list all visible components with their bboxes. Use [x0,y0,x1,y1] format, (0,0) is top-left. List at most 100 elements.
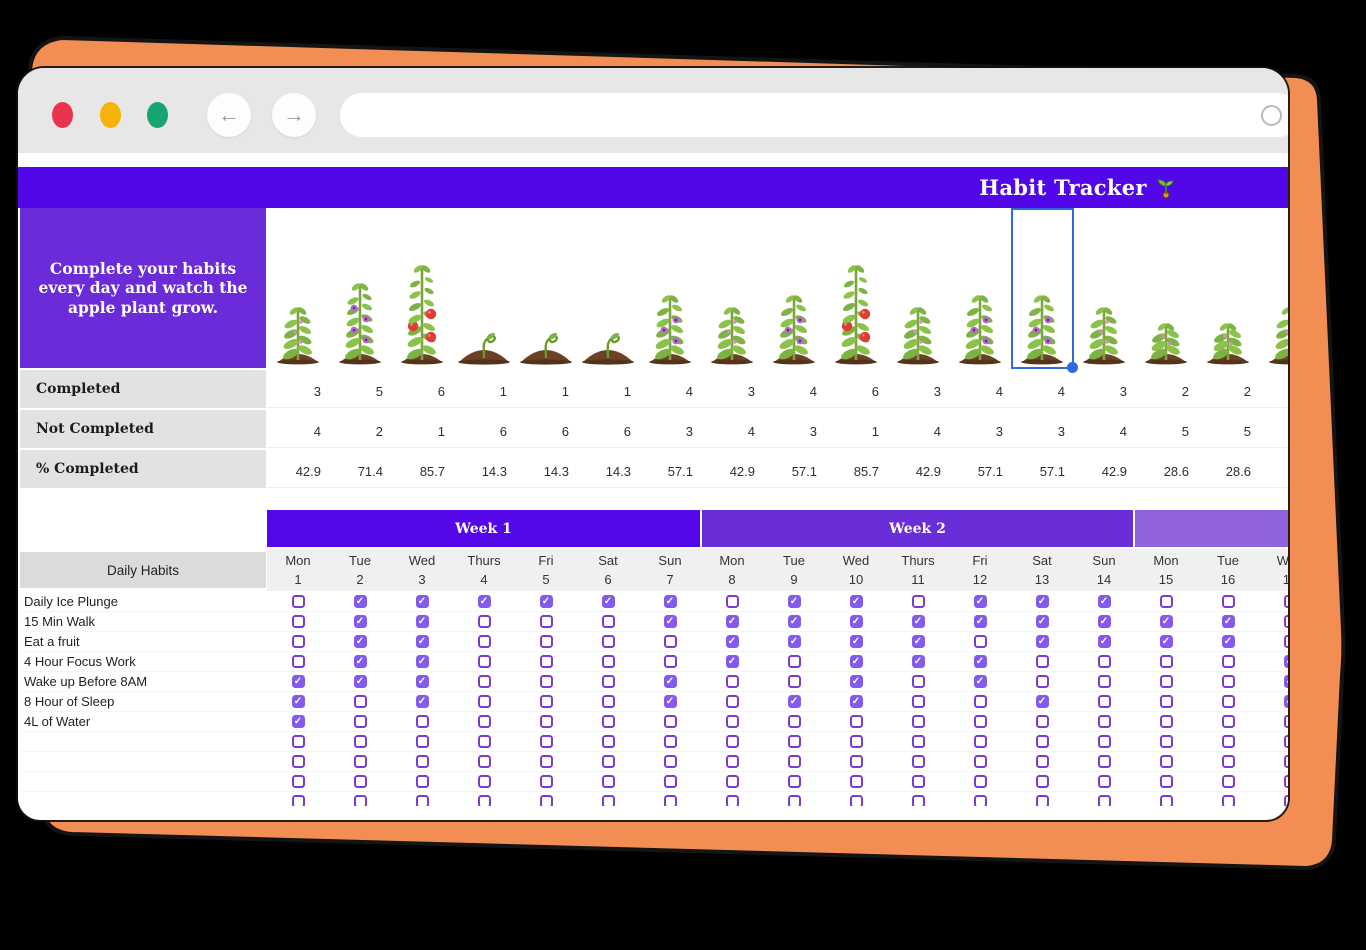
habit-checkbox-r9-d9[interactable] [787,755,801,768]
habit-checkbox-r4-d4[interactable] [477,655,491,668]
habit-checkbox-r8-d10[interactable] [849,735,863,748]
habit-checkbox-r8-d5[interactable] [539,735,553,748]
habit-checkbox-r8-d17[interactable] [1283,735,1288,748]
habit-checkbox-r4-d1[interactable] [291,655,305,668]
habit-checkbox-r6-d3[interactable] [415,695,429,708]
habit-checkbox-r9-d14[interactable] [1097,755,1111,768]
habit-checkbox-r3-d7[interactable] [663,635,677,648]
habit-checkbox-r5-d13[interactable] [1035,675,1049,688]
habit-checkbox-r2-d12[interactable] [973,615,987,628]
habit-checkbox-r4-d17[interactable] [1283,655,1288,668]
address-bar[interactable] [340,93,1288,137]
habit-checkbox-r2-d11[interactable] [911,615,925,628]
habit-checkbox-r11-d10[interactable] [849,795,863,806]
habit-checkbox-r10-d14[interactable] [1097,775,1111,788]
habit-checkbox-r8-d11[interactable] [911,735,925,748]
habit-checkbox-r1-d2[interactable] [353,595,367,608]
habit-checkbox-r3-d10[interactable] [849,635,863,648]
habit-checkbox-r4-d3[interactable] [415,655,429,668]
plant-cell-day-4[interactable] [453,208,515,370]
habit-checkbox-r8-d8[interactable] [725,735,739,748]
habit-checkbox-r3-d11[interactable] [911,635,925,648]
habit-checkbox-r3-d6[interactable] [601,635,615,648]
habit-checkbox-r5-d4[interactable] [477,675,491,688]
habit-checkbox-r3-d16[interactable] [1221,635,1235,648]
habit-checkbox-r1-d8[interactable] [725,595,739,608]
habit-checkbox-r9-d2[interactable] [353,755,367,768]
habit-checkbox-r1-d7[interactable] [663,595,677,608]
habit-checkbox-r11-d12[interactable] [973,795,987,806]
plant-cell-day-17[interactable] [1259,208,1288,370]
habit-checkbox-r5-d1[interactable] [291,675,305,688]
habit-checkbox-r7-d1[interactable] [291,715,305,728]
habit-checkbox-r1-d5[interactable] [539,595,553,608]
plant-cell-day-5[interactable] [515,208,577,370]
habit-checkbox-r5-d11[interactable] [911,675,925,688]
habit-checkbox-r8-d3[interactable] [415,735,429,748]
habit-checkbox-r6-d14[interactable] [1097,695,1111,708]
habit-checkbox-r9-d4[interactable] [477,755,491,768]
habit-checkbox-r11-d4[interactable] [477,795,491,806]
habit-checkbox-r6-d16[interactable] [1221,695,1235,708]
habit-checkbox-r8-d9[interactable] [787,735,801,748]
habit-checkbox-r5-d5[interactable] [539,675,553,688]
habit-checkbox-r2-d17[interactable] [1283,615,1288,628]
habit-checkbox-r6-d4[interactable] [477,695,491,708]
habit-checkbox-r4-d5[interactable] [539,655,553,668]
habit-checkbox-r9-d6[interactable] [601,755,615,768]
habit-checkbox-r10-d16[interactable] [1221,775,1235,788]
habit-checkbox-r6-d6[interactable] [601,695,615,708]
habit-checkbox-r10-d3[interactable] [415,775,429,788]
habit-checkbox-r11-d9[interactable] [787,795,801,806]
habit-checkbox-r11-d1[interactable] [291,795,305,806]
habit-checkbox-r7-d4[interactable] [477,715,491,728]
plant-cell-day-9[interactable] [763,208,825,370]
habit-checkbox-r2-d7[interactable] [663,615,677,628]
habit-checkbox-r4-d9[interactable] [787,655,801,668]
plant-cell-day-3[interactable] [391,208,453,370]
habit-checkbox-r2-d16[interactable] [1221,615,1235,628]
habit-checkbox-r5-d8[interactable] [725,675,739,688]
habit-checkbox-r1-d17[interactable] [1283,595,1288,608]
habit-checkbox-r10-d6[interactable] [601,775,615,788]
habit-checkbox-r10-d10[interactable] [849,775,863,788]
habit-checkbox-r9-d10[interactable] [849,755,863,768]
habit-checkbox-r1-d1[interactable] [291,595,305,608]
habit-checkbox-r8-d16[interactable] [1221,735,1235,748]
habit-checkbox-r7-d5[interactable] [539,715,553,728]
habit-checkbox-r6-d10[interactable] [849,695,863,708]
habit-checkbox-r2-d4[interactable] [477,615,491,628]
habit-checkbox-r10-d4[interactable] [477,775,491,788]
plant-cell-day-15[interactable] [1135,208,1197,370]
habit-checkbox-r6-d17[interactable] [1283,695,1288,708]
plant-cell-day-13[interactable] [1011,208,1073,370]
habit-checkbox-r2-d2[interactable] [353,615,367,628]
habit-checkbox-r7-d8[interactable] [725,715,739,728]
habit-checkbox-r6-d2[interactable] [353,695,367,708]
plant-cell-day-1[interactable] [267,208,329,370]
habit-checkbox-r8-d1[interactable] [291,735,305,748]
habit-checkbox-r4-d12[interactable] [973,655,987,668]
habit-checkbox-r1-d14[interactable] [1097,595,1111,608]
habit-checkbox-r6-d5[interactable] [539,695,553,708]
habit-checkbox-r6-d1[interactable] [291,695,305,708]
habit-checkbox-r11-d5[interactable] [539,795,553,806]
habit-checkbox-r10-d9[interactable] [787,775,801,788]
habit-checkbox-r1-d10[interactable] [849,595,863,608]
habit-checkbox-r8-d4[interactable] [477,735,491,748]
habit-checkbox-r2-d5[interactable] [539,615,553,628]
plant-cell-day-11[interactable] [887,208,949,370]
habit-checkbox-r1-d9[interactable] [787,595,801,608]
habit-checkbox-r7-d13[interactable] [1035,715,1049,728]
selection-handle[interactable] [1067,362,1078,373]
habit-checkbox-r3-d13[interactable] [1035,635,1049,648]
habit-checkbox-r8-d12[interactable] [973,735,987,748]
habit-checkbox-r5-d3[interactable] [415,675,429,688]
habit-checkbox-r7-d16[interactable] [1221,715,1235,728]
plant-cell-day-7[interactable] [639,208,701,370]
habit-checkbox-r6-d13[interactable] [1035,695,1049,708]
habit-checkbox-r4-d11[interactable] [911,655,925,668]
habit-checkbox-r4-d8[interactable] [725,655,739,668]
habit-checkbox-r8-d14[interactable] [1097,735,1111,748]
habit-checkbox-r4-d15[interactable] [1159,655,1173,668]
